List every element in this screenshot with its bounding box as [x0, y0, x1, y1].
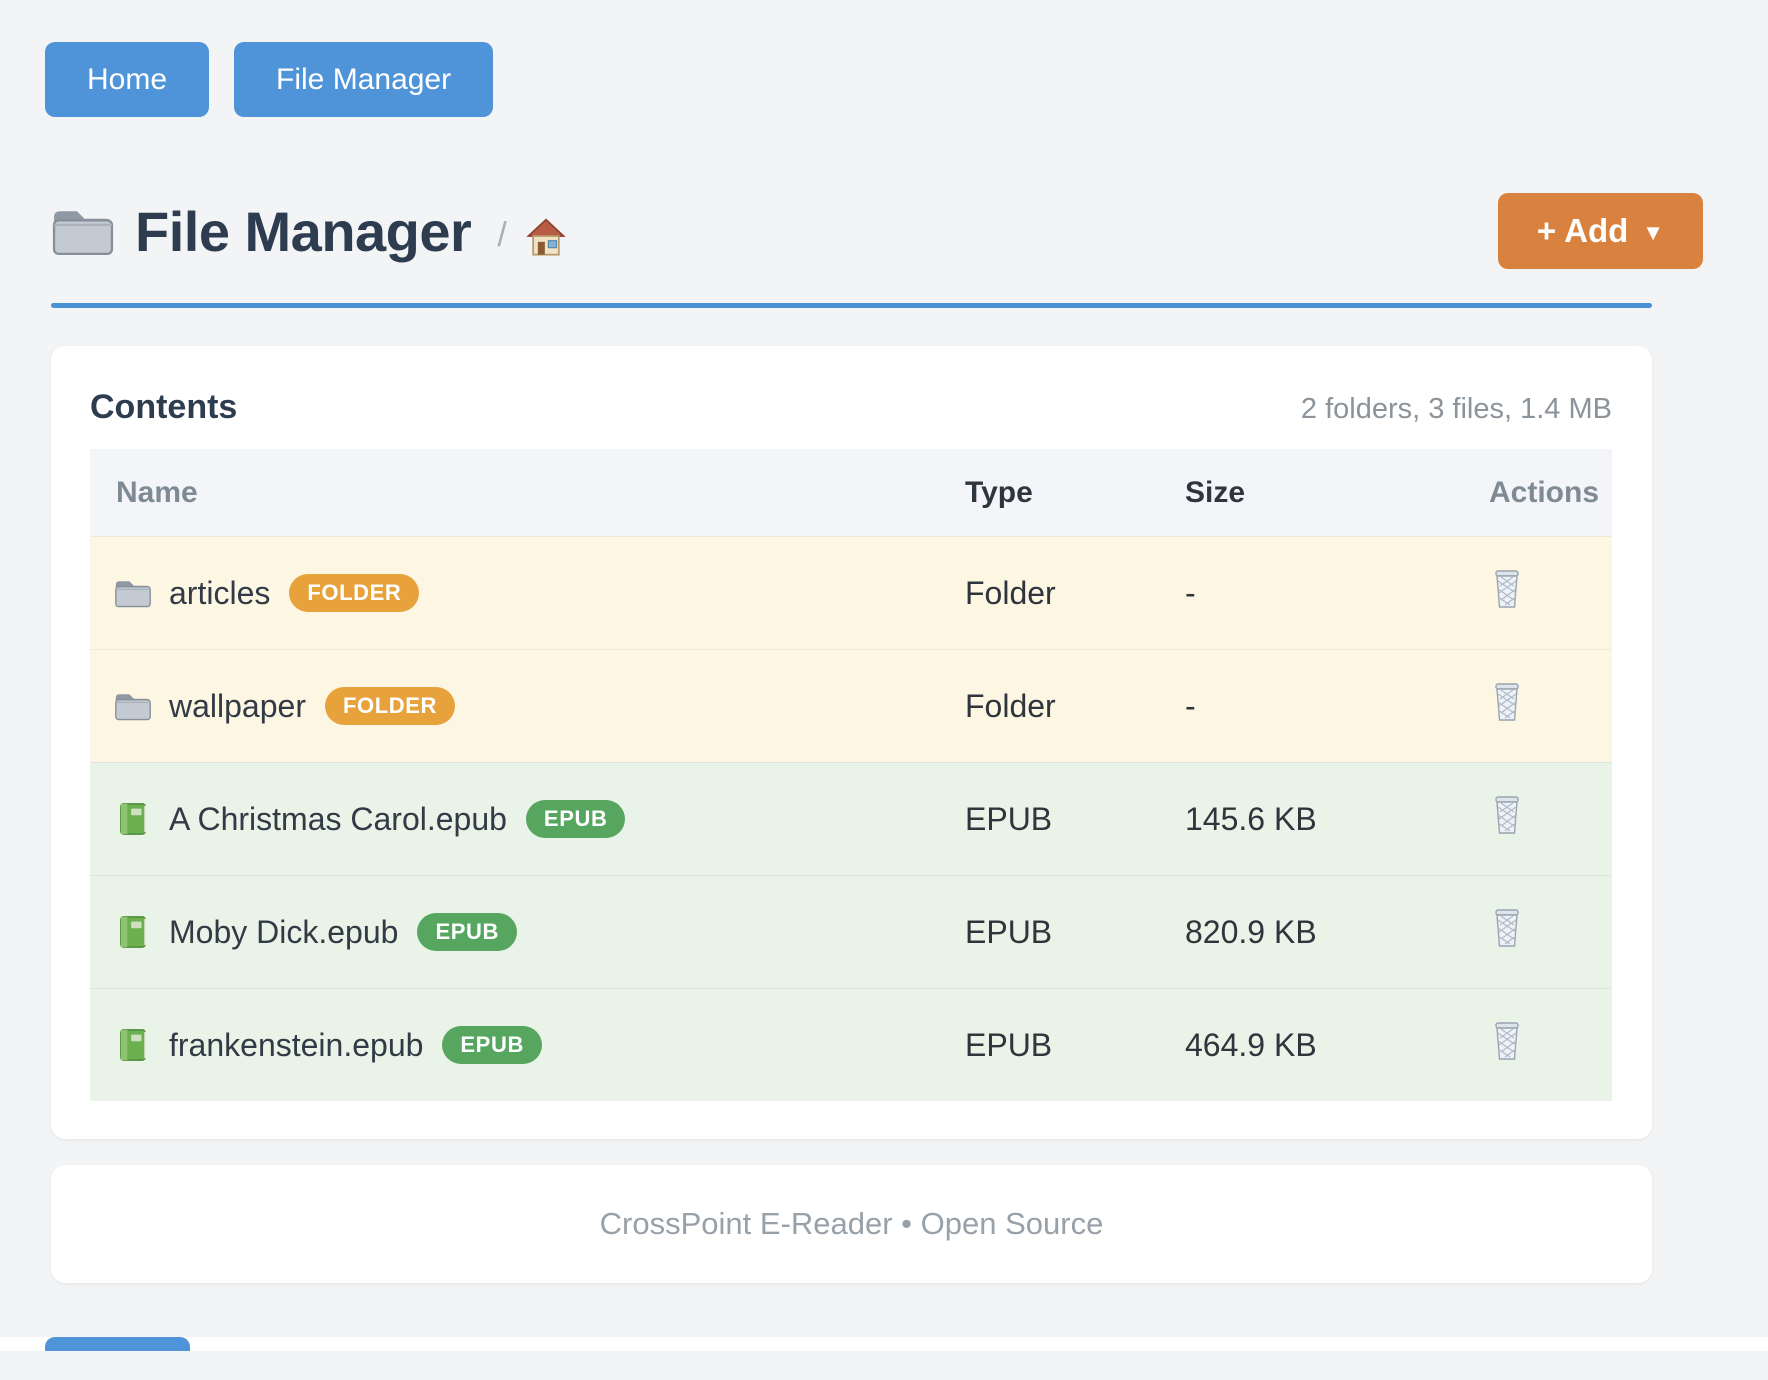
table-row: Moby Dick.epub EPUB EPUB 820.9 KB: [90, 875, 1612, 988]
size-cell: -: [1185, 687, 1196, 724]
table-row: A Christmas Carol.epub EPUB EPUB 145.6 K…: [90, 762, 1612, 875]
top-navigation: Home File Manager: [0, 0, 1768, 117]
size-cell: -: [1185, 574, 1196, 611]
column-header-type: Type: [965, 475, 1033, 509]
delete-button[interactable]: [1489, 569, 1525, 609]
page-title: File Manager: [135, 199, 472, 263]
name-cell: frankenstein.epub EPUB: [90, 1026, 965, 1064]
title-group: File Manager /: [51, 199, 569, 264]
delete-button[interactable]: [1489, 682, 1525, 722]
file-manager-nav-button[interactable]: File Manager: [234, 42, 494, 117]
file-name-link[interactable]: articles: [169, 574, 271, 611]
house-icon[interactable]: [523, 215, 569, 257]
file-name-link[interactable]: Moby Dick.epub: [169, 913, 399, 950]
column-header-size: Size: [1185, 475, 1246, 509]
column-header-name: Name: [116, 475, 198, 509]
name-cell: wallpaper FOLDER: [90, 687, 965, 725]
delete-button[interactable]: [1489, 795, 1525, 835]
green-book-icon: [120, 803, 148, 835]
type-cell: EPUB: [965, 913, 1053, 950]
name-cell: A Christmas Carol.epub EPUB: [90, 800, 965, 838]
partial-bottom-section: [0, 1337, 1768, 1351]
contents-card: Contents 2 folders, 3 files, 1.4 MB Name…: [51, 346, 1652, 1139]
delete-button[interactable]: [1489, 908, 1525, 948]
contents-summary: 2 folders, 3 files, 1.4 MB: [1300, 393, 1612, 425]
partial-blue-button[interactable]: [45, 1337, 190, 1351]
wastebasket-icon: [1495, 683, 1519, 721]
table-row: wallpaper FOLDER Folder -: [90, 649, 1612, 762]
file-name-link[interactable]: A Christmas Carol.epub: [169, 800, 507, 837]
add-button-label: + Add: [1536, 212, 1629, 249]
column-header-actions: Actions: [1489, 475, 1600, 509]
folder-badge: FOLDER: [324, 687, 456, 725]
folder-icon: [52, 210, 114, 256]
folder-badge: FOLDER: [289, 574, 420, 612]
type-cell: EPUB: [965, 800, 1053, 837]
table-row: articles FOLDER Folder -: [90, 536, 1612, 649]
wastebasket-icon: [1495, 796, 1519, 834]
footer-card: CrossPoint E-Reader • Open Source: [51, 1165, 1652, 1283]
wastebasket-icon: [1495, 1022, 1519, 1060]
folder-icon: [115, 580, 151, 608]
green-book-icon: [120, 916, 148, 948]
epub-badge: EPUB: [525, 800, 626, 838]
type-cell: Folder: [965, 687, 1056, 724]
page-header: File Manager / + Add ▼: [51, 193, 1703, 269]
add-button[interactable]: + Add ▼: [1498, 193, 1703, 269]
file-name-link[interactable]: frankenstein.epub: [169, 1026, 424, 1063]
name-cell: Moby Dick.epub EPUB: [90, 913, 965, 951]
wastebasket-icon: [1495, 909, 1519, 947]
green-book-icon: [120, 1029, 148, 1061]
table-header-row: Name Type Size Actions: [90, 449, 1612, 536]
epub-badge: EPUB: [417, 913, 517, 951]
home-nav-button[interactable]: Home: [45, 42, 210, 117]
size-cell: 820.9 KB: [1185, 913, 1317, 950]
chevron-down-icon: ▼: [1642, 219, 1665, 245]
epub-badge: EPUB: [442, 1026, 542, 1064]
footer-text: CrossPoint E-Reader • Open Source: [599, 1206, 1104, 1241]
wastebasket-icon: [1495, 570, 1519, 608]
size-cell: 464.9 KB: [1185, 1026, 1317, 1063]
type-cell: Folder: [965, 574, 1056, 611]
file-table: Name Type Size Actions articles FOLDER F…: [90, 449, 1612, 1101]
size-cell: 145.6 KB: [1185, 800, 1317, 837]
title-divider: [51, 303, 1652, 308]
delete-button[interactable]: [1489, 1021, 1525, 1061]
table-row: frankenstein.epub EPUB EPUB 464.9 KB: [90, 988, 1612, 1101]
contents-heading: Contents: [90, 388, 238, 426]
contents-card-header: Contents 2 folders, 3 files, 1.4 MB: [90, 388, 1612, 427]
folder-icon: [115, 693, 151, 721]
file-name-link[interactable]: wallpaper: [169, 687, 306, 724]
name-cell: articles FOLDER: [90, 574, 965, 612]
breadcrumb-separator: /: [497, 215, 507, 254]
type-cell: EPUB: [965, 1026, 1053, 1063]
